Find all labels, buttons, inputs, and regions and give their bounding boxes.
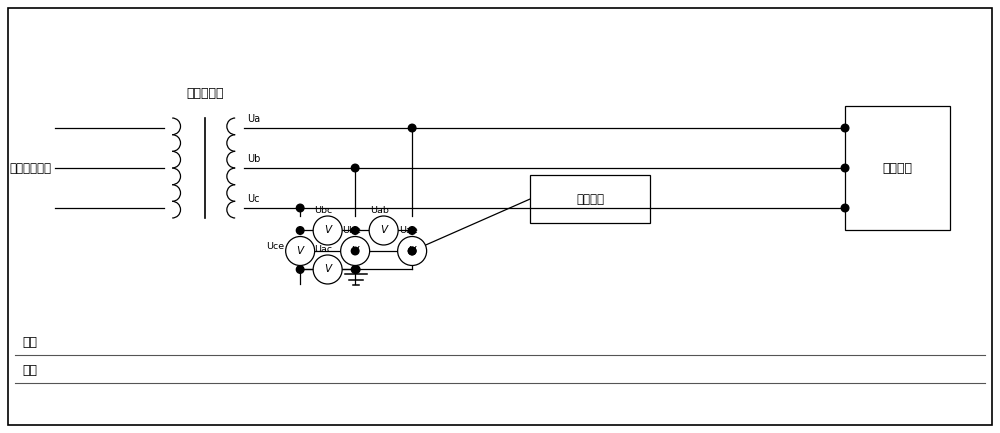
Text: 三相电源输入: 三相电源输入 (9, 162, 51, 174)
Text: V: V (297, 246, 304, 256)
FancyBboxPatch shape (8, 8, 992, 425)
Text: Ube: Ube (342, 226, 361, 236)
Text: V: V (409, 246, 416, 256)
Text: V: V (380, 226, 387, 236)
Text: Uae: Uae (399, 226, 417, 236)
Text: Ubc: Ubc (314, 206, 332, 215)
Circle shape (351, 227, 359, 234)
Circle shape (296, 227, 304, 234)
Text: 计算单元: 计算单元 (576, 193, 604, 206)
Circle shape (408, 124, 416, 132)
FancyBboxPatch shape (530, 175, 650, 223)
FancyBboxPatch shape (845, 106, 950, 230)
Circle shape (398, 236, 427, 265)
Text: 用电设备: 用电设备 (883, 162, 913, 174)
Circle shape (296, 204, 304, 212)
Circle shape (313, 216, 342, 245)
Text: Uac: Uac (314, 245, 332, 254)
Circle shape (286, 236, 315, 265)
Text: Ub: Ub (248, 154, 261, 164)
Circle shape (313, 255, 342, 284)
Circle shape (369, 216, 398, 245)
Circle shape (841, 124, 849, 132)
Text: V: V (324, 226, 331, 236)
Text: Uc: Uc (248, 194, 260, 204)
Text: Uce: Uce (267, 242, 285, 251)
Circle shape (351, 247, 359, 255)
Text: 隔离变压器: 隔离变压器 (186, 87, 224, 100)
Circle shape (351, 266, 359, 273)
Circle shape (408, 247, 416, 255)
Circle shape (341, 236, 370, 265)
Circle shape (351, 164, 359, 172)
Circle shape (841, 204, 849, 212)
Text: 地面: 地面 (22, 336, 37, 349)
Text: V: V (324, 265, 331, 275)
Text: Uab: Uab (370, 206, 389, 215)
Circle shape (296, 266, 304, 273)
Circle shape (408, 227, 416, 234)
Text: Ua: Ua (248, 114, 261, 124)
Text: 大地: 大地 (22, 364, 37, 377)
Circle shape (841, 164, 849, 172)
Circle shape (408, 247, 416, 255)
Text: V: V (352, 246, 359, 256)
Circle shape (352, 266, 360, 273)
